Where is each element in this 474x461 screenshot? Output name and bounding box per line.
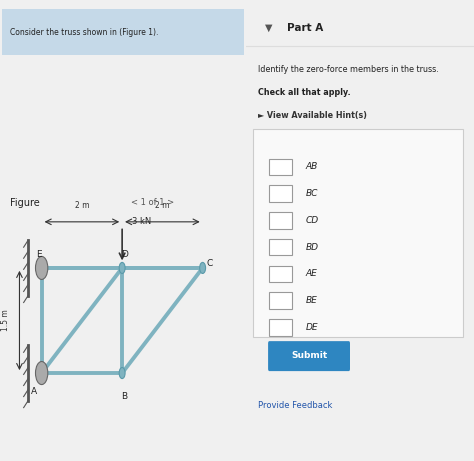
Text: Check all that apply.: Check all that apply.: [258, 88, 350, 97]
FancyBboxPatch shape: [269, 212, 292, 229]
FancyBboxPatch shape: [269, 266, 292, 282]
Text: B: B: [121, 391, 128, 401]
Text: AE: AE: [306, 269, 318, 278]
Text: ▼: ▼: [264, 23, 272, 33]
Text: < 1 of 1 >: < 1 of 1 >: [131, 198, 174, 207]
Text: Figure: Figure: [10, 198, 40, 208]
Text: DE: DE: [306, 323, 318, 332]
Circle shape: [36, 256, 48, 279]
Text: 2 m: 2 m: [155, 201, 170, 210]
Text: BD: BD: [306, 242, 319, 252]
Circle shape: [200, 262, 206, 273]
Circle shape: [36, 361, 48, 384]
Text: A: A: [31, 387, 37, 396]
FancyBboxPatch shape: [2, 9, 244, 55]
Text: 2 m: 2 m: [74, 201, 89, 210]
Text: BE: BE: [306, 296, 318, 305]
Text: Provide Feedback: Provide Feedback: [258, 401, 332, 410]
Text: ► View Available Hint(s): ► View Available Hint(s): [258, 111, 367, 120]
FancyBboxPatch shape: [269, 239, 292, 255]
Text: Identify the zero-force members in the truss.: Identify the zero-force members in the t…: [258, 65, 438, 74]
Text: 1.5 m: 1.5 m: [0, 310, 9, 331]
Text: 3 kN: 3 kN: [132, 217, 151, 226]
Text: Part A: Part A: [287, 23, 324, 33]
FancyBboxPatch shape: [269, 319, 292, 336]
FancyBboxPatch shape: [269, 159, 292, 175]
FancyBboxPatch shape: [253, 129, 463, 337]
Text: CD: CD: [306, 216, 319, 225]
FancyBboxPatch shape: [269, 292, 292, 309]
Text: Consider the truss shown in (Figure 1).: Consider the truss shown in (Figure 1).: [10, 28, 158, 37]
Circle shape: [119, 367, 125, 378]
Text: BC: BC: [306, 189, 318, 198]
FancyBboxPatch shape: [269, 185, 292, 202]
FancyBboxPatch shape: [268, 341, 350, 371]
Text: AB: AB: [306, 162, 318, 171]
Text: C: C: [207, 259, 213, 268]
Circle shape: [119, 262, 125, 273]
Text: E: E: [36, 249, 42, 259]
Text: D: D: [121, 249, 128, 259]
Text: Submit: Submit: [291, 351, 327, 361]
